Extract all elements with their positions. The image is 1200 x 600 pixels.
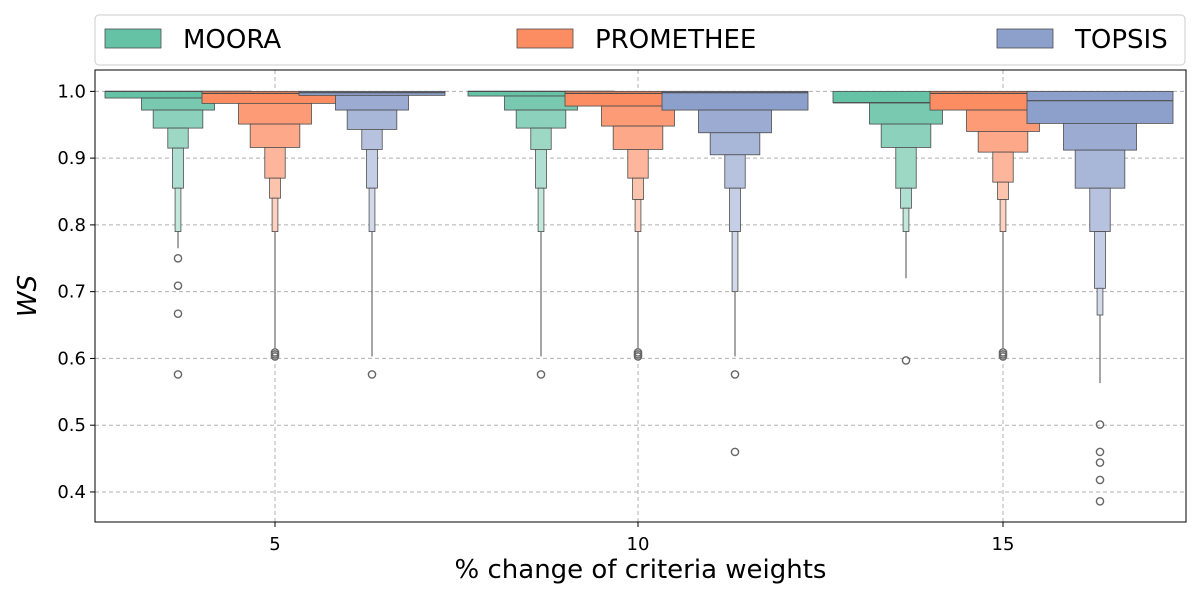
outlier-point (1095, 420, 1105, 429)
x-tick-label: 5 (269, 534, 280, 555)
outlier-point (173, 281, 183, 290)
boxen-level (977, 131, 1029, 153)
outlier-point (1095, 475, 1105, 485)
y-tick-label: 1.0 (57, 81, 86, 102)
boxen-level (997, 181, 1009, 200)
plot-layer (104, 90, 1174, 506)
outlier-point (270, 352, 280, 361)
boxen-level (724, 154, 746, 189)
y-tick-label: 0.7 (57, 282, 86, 303)
boxen-level (537, 187, 545, 232)
boxen-level (661, 90, 809, 111)
outlier-point (173, 370, 183, 379)
boxen-level (880, 123, 932, 148)
outlier-point (536, 370, 546, 379)
boxen-level (167, 127, 189, 149)
legend-swatch (996, 28, 1054, 49)
y-tick-label: 0.9 (57, 148, 86, 169)
axis-layer: 0.4 0.5 0.6 0.7 0.8 0.9 1.0 5 10 15 (57, 81, 1014, 555)
boxen-level (1089, 187, 1111, 232)
boxen-level (1026, 90, 1174, 124)
plot-frame (94, 69, 1187, 523)
boxen-level (627, 149, 649, 179)
legend-swatch (104, 28, 162, 49)
boxen-level (612, 125, 664, 150)
boxen-level (152, 109, 204, 129)
outlier-point (901, 356, 911, 365)
boxen-level (902, 207, 910, 232)
x-tick-label: 15 (992, 534, 1015, 555)
outlier-point (1095, 497, 1105, 506)
legend-label: PROMETHEE (595, 25, 756, 55)
boxen-level (346, 109, 398, 130)
boxen-level (999, 199, 1007, 232)
boxen-level (698, 109, 772, 134)
boxen-level (361, 129, 383, 150)
boxen-level (1096, 287, 1104, 316)
legend-label: TOPSIS (1074, 25, 1168, 55)
outlier-point (998, 352, 1008, 361)
outlier-point (1095, 458, 1105, 467)
boxen-level (1074, 149, 1126, 189)
outlier-point (1095, 447, 1105, 457)
legend: MOORA PROMETHEE TOPSIS (94, 14, 1186, 66)
boxen-level (992, 151, 1014, 183)
boxen-level (900, 187, 912, 209)
legend-swatch (516, 28, 574, 49)
boxen-level (632, 177, 644, 200)
boxen-level (895, 147, 917, 189)
boxen-level (634, 199, 642, 232)
outlier-point (730, 370, 740, 379)
y-tick-label: 0.4 (57, 482, 86, 503)
boxen-level (249, 123, 301, 148)
legend-frame (94, 14, 1186, 66)
boxen-level (335, 94, 409, 111)
boxen-level (366, 149, 378, 189)
y-tick-label: 0.5 (57, 415, 86, 436)
outlier-point (173, 309, 183, 318)
boxen-level (298, 90, 446, 96)
boxen-level (1094, 231, 1106, 289)
boxen-level (709, 132, 761, 156)
y-tick-label: 0.8 (57, 215, 86, 236)
outlier-point (633, 352, 643, 361)
boxen-level (172, 147, 184, 189)
x-tick-label: 10 (627, 534, 650, 555)
outlier-point (173, 253, 183, 263)
boxen-level (1063, 123, 1137, 151)
x-axis-label: % change of criteria weights (455, 555, 827, 585)
boxen-level (731, 231, 739, 293)
boxen-level (269, 177, 281, 199)
boxen-level (729, 187, 741, 232)
outlier-point (367, 370, 377, 379)
boxen-level (515, 109, 567, 129)
y-axis-label: WS (13, 275, 43, 317)
boxen-level (530, 127, 552, 150)
boxen-level (271, 197, 279, 232)
outlier-point (730, 447, 740, 457)
boxen-level (174, 187, 182, 232)
y-tick-label: 0.6 (57, 348, 86, 369)
boxen-level (238, 102, 312, 125)
boxen-level (264, 147, 286, 179)
boxen-level (368, 187, 376, 232)
boxen-level (535, 149, 547, 189)
legend-label: MOORA (183, 25, 281, 55)
